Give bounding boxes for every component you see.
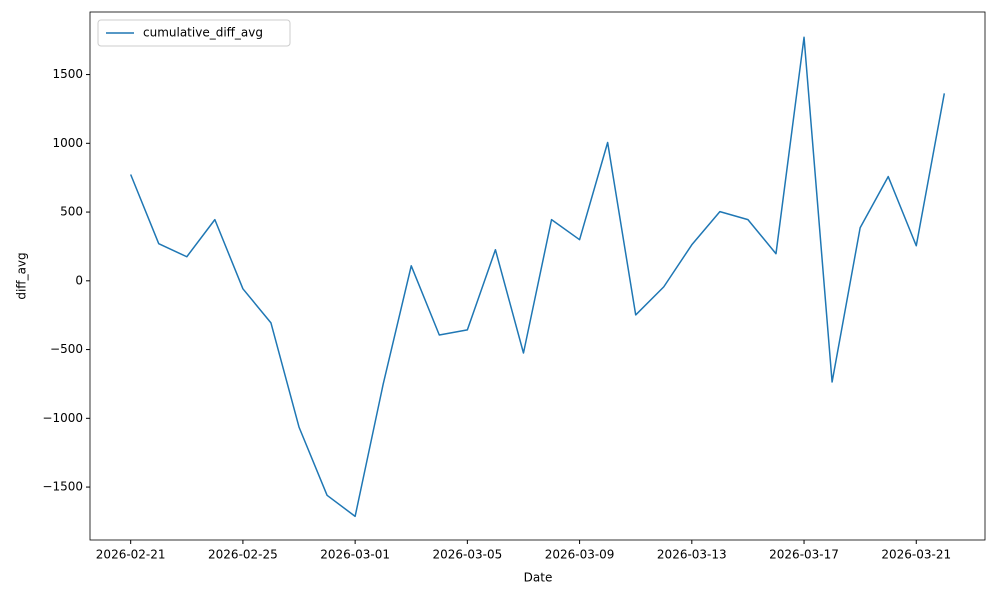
x-tick-label: 2026-03-01 [320,548,390,562]
x-tick-label: 2026-03-09 [545,548,615,562]
y-tick-label: −1500 [42,480,83,494]
x-tick-label: 2026-03-17 [769,548,839,562]
x-axis-label: Date [524,571,553,585]
data-line [129,36,946,518]
y-axis-label: diff_avg [15,252,29,299]
x-tick-label: 2026-03-05 [432,548,502,562]
x-tick-label: 2026-02-21 [96,548,166,562]
plot-frame [89,11,986,541]
y-tick-label: 0 [75,273,83,287]
y-tick-label: −500 [50,342,83,356]
legend-label: cumulative_diff_avg [143,26,263,40]
y-tick-label: −1000 [42,411,83,425]
x-tick-label: 2026-03-21 [881,548,951,562]
y-tick-label: 1000 [52,136,83,150]
x-tick-label: 2026-02-25 [208,548,278,562]
legend-box [97,19,291,47]
y-tick-label: 500 [60,205,83,219]
y-tick-label: 1500 [52,67,83,81]
x-tick-label: 2026-03-13 [657,548,727,562]
